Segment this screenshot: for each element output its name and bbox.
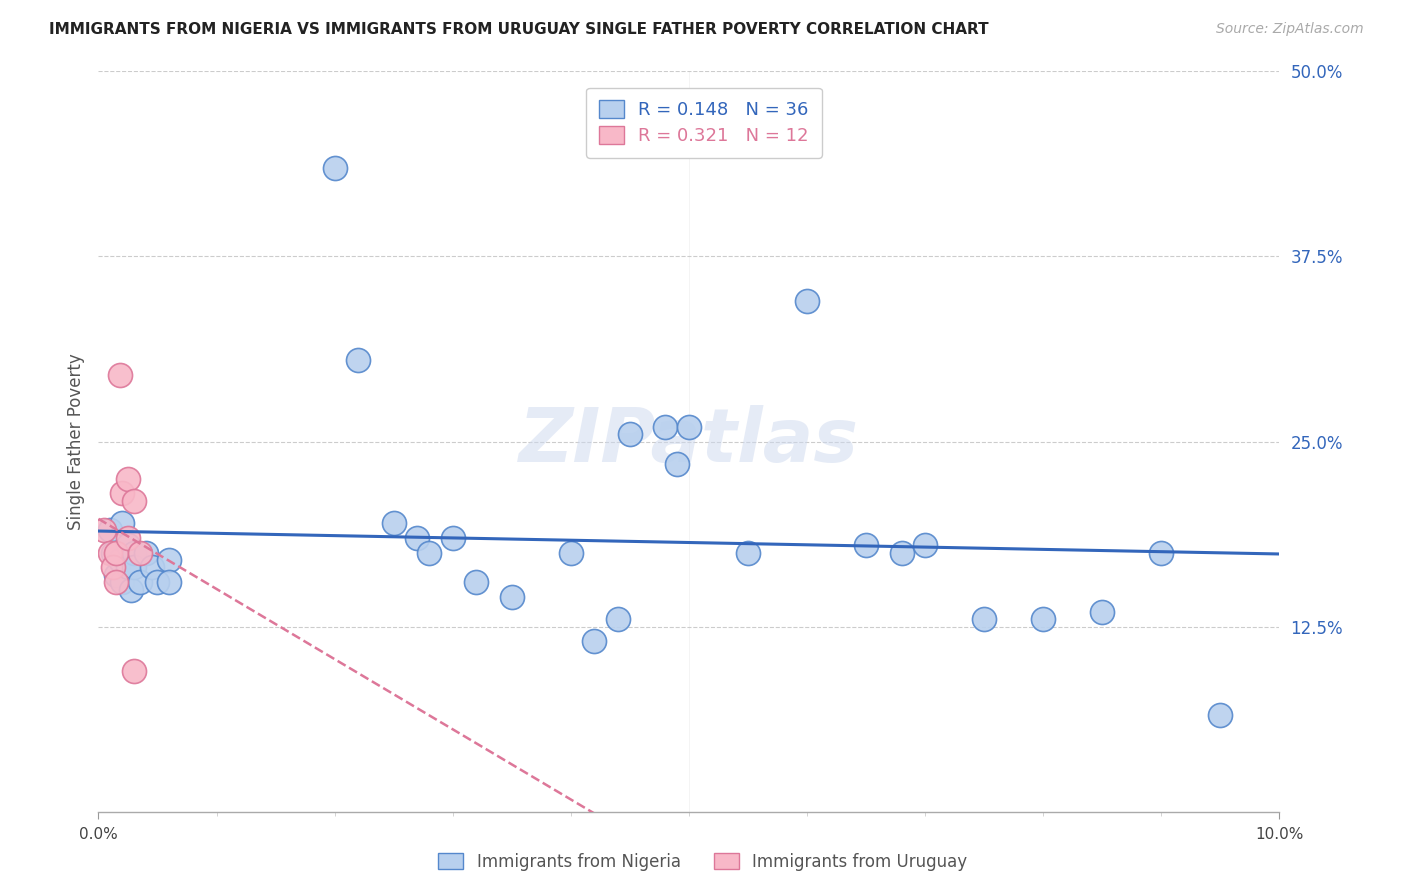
Point xyxy=(666,457,689,471)
Point xyxy=(105,546,128,560)
Point xyxy=(406,531,429,545)
Point xyxy=(619,427,641,442)
Legend: Immigrants from Nigeria, Immigrants from Uruguay: Immigrants from Nigeria, Immigrants from… xyxy=(430,845,976,880)
Point xyxy=(973,612,995,626)
Point xyxy=(111,486,134,500)
Point xyxy=(465,575,488,590)
Point xyxy=(855,538,877,552)
Text: IMMIGRANTS FROM NIGERIA VS IMMIGRANTS FROM URUGUAY SINGLE FATHER POVERTY CORRELA: IMMIGRANTS FROM NIGERIA VS IMMIGRANTS FR… xyxy=(49,22,988,37)
Point xyxy=(108,368,131,382)
Point xyxy=(323,161,346,175)
Point xyxy=(583,634,606,648)
Point xyxy=(105,575,128,590)
Point xyxy=(117,471,139,485)
Point xyxy=(122,546,145,560)
Point xyxy=(678,419,700,434)
Point xyxy=(441,531,464,545)
Point xyxy=(117,531,139,545)
Point xyxy=(122,493,145,508)
Point xyxy=(98,524,121,538)
Point xyxy=(122,560,145,574)
Point xyxy=(128,546,150,560)
Point xyxy=(101,560,124,574)
Point xyxy=(111,516,134,530)
Point xyxy=(347,353,370,368)
Point xyxy=(1091,605,1114,619)
Point xyxy=(1209,708,1232,723)
Point xyxy=(128,575,150,590)
Point xyxy=(157,553,180,567)
Y-axis label: Single Father Poverty: Single Father Poverty xyxy=(66,353,84,530)
Point xyxy=(146,575,169,590)
Point xyxy=(121,582,143,597)
Point xyxy=(141,560,163,574)
Point xyxy=(737,546,759,560)
Point xyxy=(501,590,523,604)
Point xyxy=(105,567,128,582)
Text: ZIPatlas: ZIPatlas xyxy=(519,405,859,478)
Point xyxy=(117,538,139,552)
Point xyxy=(796,293,818,308)
Point xyxy=(654,419,676,434)
Point xyxy=(98,546,121,560)
Point xyxy=(1032,612,1054,626)
Point xyxy=(560,546,582,560)
Point xyxy=(122,664,145,678)
Point xyxy=(382,516,405,530)
Point xyxy=(157,575,180,590)
Point xyxy=(607,612,630,626)
Legend: R = 0.148   N = 36, R = 0.321   N = 12: R = 0.148 N = 36, R = 0.321 N = 12 xyxy=(586,87,821,158)
Point xyxy=(117,560,139,574)
Point xyxy=(914,538,936,552)
Point xyxy=(1150,546,1173,560)
Point xyxy=(93,524,115,538)
Point xyxy=(135,546,157,560)
Point xyxy=(101,546,124,560)
Point xyxy=(890,546,912,560)
Point xyxy=(108,553,131,567)
Text: Source: ZipAtlas.com: Source: ZipAtlas.com xyxy=(1216,22,1364,37)
Point xyxy=(418,546,440,560)
Point xyxy=(111,575,134,590)
